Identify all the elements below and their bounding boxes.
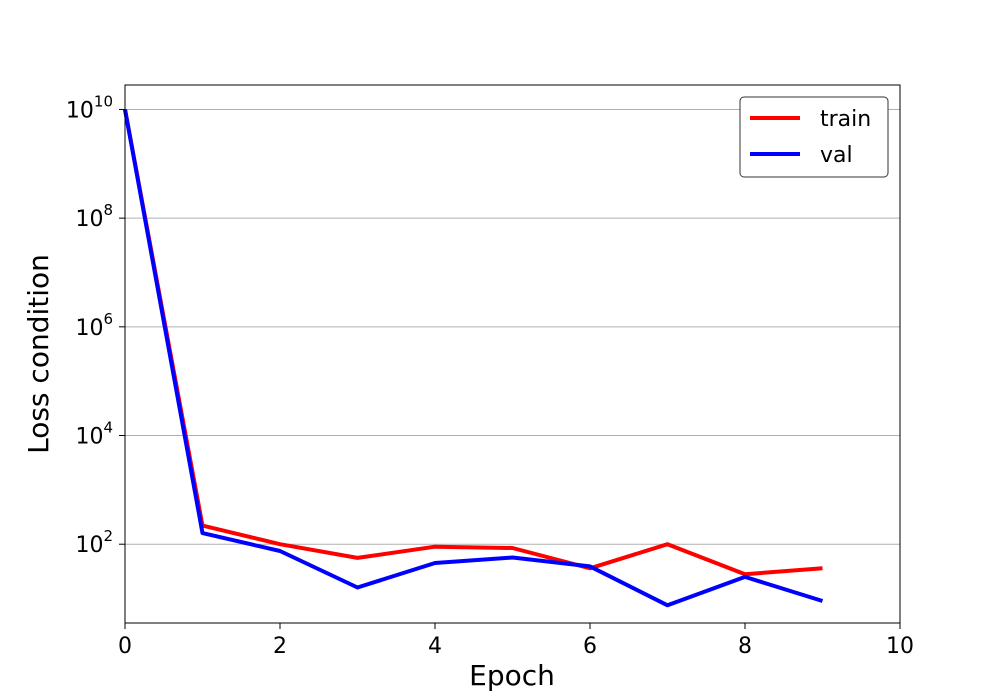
y-tick-exponent: 6	[103, 310, 113, 328]
plot-frame	[124, 84, 901, 624]
x-tick-label: 10	[886, 634, 914, 659]
x-tick-label: 4	[428, 634, 442, 659]
series-lines	[123, 109, 824, 608]
y-tick-exponent: 2	[103, 527, 113, 545]
y-tick-label: 104	[75, 419, 113, 450]
y-tick-base: 10	[75, 316, 103, 341]
legend-label-val: val	[820, 143, 853, 168]
y-axis-title: Loss condition	[22, 254, 55, 454]
y-tick-exponent: 10	[94, 92, 113, 110]
legend: train val	[739, 96, 889, 178]
y-tick-label: 106	[75, 310, 113, 341]
y-tick-label: 102	[75, 527, 113, 558]
y-tick-base: 10	[75, 207, 103, 232]
series-line-train	[123, 109, 823, 577]
y-tick-label: 1010	[66, 92, 113, 123]
y-tick-exponent: 4	[103, 419, 113, 437]
y-tick-label: 108	[75, 201, 113, 232]
y-tick-base: 10	[75, 425, 103, 450]
x-tick-label: 6	[583, 634, 597, 659]
x-tick-label: 8	[738, 634, 752, 659]
y-tick-exponent: 8	[103, 201, 113, 219]
legend-label-train: train	[820, 107, 871, 132]
x-axis-title: Epoch	[469, 659, 555, 692]
series-line-val	[123, 109, 824, 608]
x-tick-label: 0	[118, 634, 132, 659]
x-axis-ticks: 0 2 4 6 8 10	[118, 623, 914, 659]
x-tick-label: 2	[273, 634, 287, 659]
y-tick-base: 10	[75, 533, 103, 558]
y-tick-base: 10	[66, 98, 94, 123]
